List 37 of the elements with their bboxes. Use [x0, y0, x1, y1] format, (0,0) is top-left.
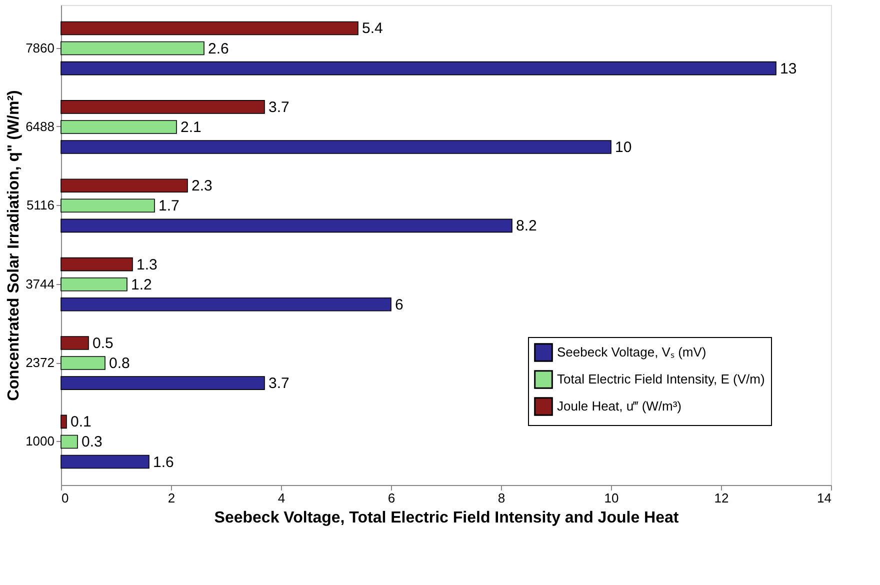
data-label: 1.3	[136, 256, 158, 274]
data-label: 1.2	[131, 276, 152, 294]
y-tick-label: 1000	[26, 434, 54, 449]
x-tick-label: 6	[388, 490, 396, 506]
y-tick-label: 2372	[26, 355, 54, 370]
data-label: 0.1	[70, 414, 92, 431]
data-label: 2.6	[208, 40, 229, 58]
x-tick-label: 10	[604, 490, 619, 506]
x-tick-label: 2	[168, 490, 176, 506]
data-label: 2.1	[180, 118, 202, 136]
legend-label: Total Electric Field Intensity, E (V/m)	[557, 372, 765, 386]
y-tick-label: 6488	[26, 118, 54, 134]
data-label: 3.7	[268, 98, 290, 116]
data-label: 3.7	[268, 375, 290, 392]
legend-label: Joule Heat, u‴ (W/m³)	[557, 398, 682, 414]
data-label: 0.8	[109, 355, 130, 372]
legend-label: Seebeck Voltage, Vₛ (mV)	[557, 344, 706, 360]
data-label: 5.4	[362, 20, 383, 38]
x-tick-label: 8	[498, 490, 506, 506]
x-axis-title: Seebeck Voltage, Total Electric Field Intensity and Joule Heat	[214, 510, 680, 526]
y-tick-label: 5116	[26, 198, 54, 213]
x-tick-label: 12	[714, 490, 729, 506]
y-tick-label: 7860	[26, 40, 54, 56]
data-label: 1.7	[158, 198, 180, 215]
data-label: 6	[395, 296, 404, 314]
data-label: 2.3	[192, 178, 212, 195]
x-tick-label: 0	[62, 490, 69, 506]
x-tick-label: 14	[817, 490, 832, 506]
data-label: 10	[615, 138, 632, 156]
x-tick-label: 4	[278, 490, 286, 506]
y-tick-label: 3744	[26, 276, 54, 292]
data-label: 0.3	[82, 434, 102, 451]
data-label: 1.6	[153, 454, 174, 471]
data-label: 8.2	[516, 218, 537, 235]
data-label: 13	[780, 60, 797, 78]
y-axis-title: Concentrated Solar Irradiation, q" (W/m²)	[6, 90, 23, 401]
data-label: 0.5	[92, 335, 114, 352]
